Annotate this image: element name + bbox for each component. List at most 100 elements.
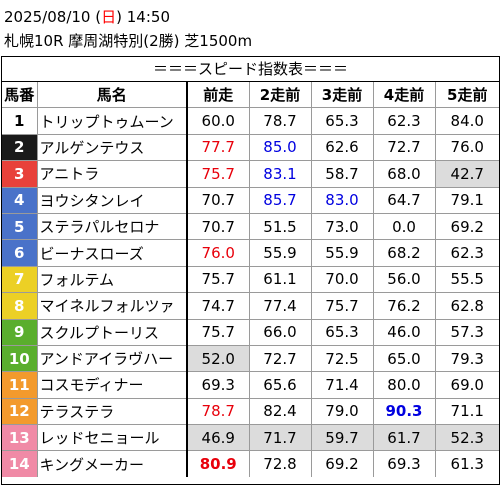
speed-index-cell: 82.4	[248, 397, 312, 426]
table-row: 4 ヨウシタンレイ 70.7 85.7 83.0 64.7 79.1	[2, 186, 499, 214]
horse-name: トリップトゥムーン	[36, 107, 188, 135]
table-header-row: 馬番 馬名 前走 2走前 3走前 4走前 5走前	[2, 82, 499, 109]
race-time: 14:50	[126, 8, 170, 26]
horse-number: 9	[2, 318, 38, 346]
table-row: 9 スクルプトーリス 75.7 66.0 65.3 46.0 57.3	[2, 318, 499, 346]
speed-index-cell: 70.0	[310, 265, 374, 294]
horse-name: マイネルフォルツァ	[36, 292, 188, 320]
horse-name: アンドアイラヴハー	[36, 344, 188, 373]
speed-index-cell: 71.4	[310, 371, 374, 399]
speed-index-cell: 75.7	[186, 265, 250, 294]
speed-index-cell: 73.0	[310, 212, 374, 241]
speed-index-cell: 72.7	[248, 344, 312, 373]
table-row: 11 コスモディナー 69.3 65.6 71.4 80.0 69.0	[2, 371, 499, 399]
horse-number: 7	[2, 265, 38, 294]
weekday-open-paren: (	[95, 8, 102, 26]
speed-index-cell: 62.6	[310, 133, 374, 162]
horse-name: レッドセニョール	[36, 424, 188, 452]
speed-index-cell: 83.0	[310, 186, 374, 214]
speed-index-cell: 75.7	[186, 160, 250, 188]
speed-index-cell: 79.3	[434, 344, 499, 373]
horse-name: コスモディナー	[36, 371, 188, 399]
speed-index-cell: 72.7	[372, 133, 436, 162]
race-info: 札幌10R 摩周湖特別(2勝) 芝1500m	[4, 32, 253, 50]
speed-index-cell: 85.0	[248, 133, 312, 162]
horse-name: スクルプトーリス	[36, 318, 188, 346]
horse-number: 12	[2, 397, 38, 426]
speed-index-cell: 76.0	[434, 133, 499, 162]
table-row: 1 トリップトゥムーン 60.0 78.7 65.3 62.3 84.0	[2, 107, 499, 135]
speed-index-cell: 52.3	[434, 424, 499, 452]
speed-index-cell: 65.3	[310, 318, 374, 346]
col-header-2nd: 2走前	[248, 82, 312, 109]
speed-index-cell: 69.2	[434, 212, 499, 241]
speed-index-cell: 56.0	[372, 265, 436, 294]
race-datetime: 2025/08/10 (日) 14:50	[4, 8, 170, 26]
speed-index-cell: 90.3	[372, 397, 436, 426]
table-row: 12 テラステラ 78.7 82.4 79.0 90.3 71.1	[2, 397, 499, 426]
speed-index-table: 馬番 馬名 前走 2走前 3走前 4走前 5走前 1 トリップトゥムーン 60.0 78.7 65.…	[2, 82, 499, 477]
speed-index-cell: 55.9	[310, 239, 374, 267]
speed-index-cell: 52.0	[186, 344, 250, 373]
table-title: ＝＝＝スピード指数表＝＝＝	[2, 57, 499, 82]
horse-name: アルゲンテウス	[36, 133, 188, 162]
horse-name: キングメーカー	[36, 450, 188, 477]
speed-index-cell: 79.1	[434, 186, 499, 214]
speed-index-cell: 84.0	[434, 107, 499, 135]
speed-index-cell: 69.3	[186, 371, 250, 399]
col-header-5th: 5走前	[434, 82, 499, 109]
race-date: 2025/08/10	[4, 8, 91, 26]
speed-index-cell: 51.5	[248, 212, 312, 241]
speed-index-cell: 62.3	[434, 239, 499, 267]
table-row: 8 マイネルフォルツァ 74.7 77.4 75.7 76.2 62.8	[2, 292, 499, 320]
speed-index-cell: 75.7	[186, 318, 250, 346]
speed-index-cell: 69.3	[372, 450, 436, 477]
speed-index-cell: 61.3	[434, 450, 499, 477]
speed-index-cell: 69.2	[310, 450, 374, 477]
speed-index-cell: 71.7	[248, 424, 312, 452]
horse-number: 8	[2, 292, 38, 320]
horse-name: ステラパルセロナ	[36, 212, 188, 241]
horse-number: 11	[2, 371, 38, 399]
speed-index-cell: 79.0	[310, 397, 374, 426]
speed-index-cell: 57.3	[434, 318, 499, 346]
speed-index-cell: 85.7	[248, 186, 312, 214]
speed-index-cell: 76.0	[186, 239, 250, 267]
speed-index-cell: 66.0	[248, 318, 312, 346]
horse-name: ビーナスローズ	[36, 239, 188, 267]
col-header-3rd: 3走前	[310, 82, 374, 109]
horse-name: フォルテム	[36, 265, 188, 294]
table-row: 13 レッドセニョール 46.9 71.7 59.7 61.7 52.3	[2, 424, 499, 452]
speed-index-cell: 78.7	[186, 397, 250, 426]
speed-index-cell: 68.2	[372, 239, 436, 267]
speed-index-cell: 71.1	[434, 397, 499, 426]
speed-index-cell: 70.7	[186, 212, 250, 241]
horse-name: ヨウシタンレイ	[36, 186, 188, 214]
speed-index-cell: 74.7	[186, 292, 250, 320]
table-row: 14 キングメーカー 80.9 72.8 69.2 69.3 61.3	[2, 450, 499, 477]
horse-number: 6	[2, 239, 38, 267]
table-body: 1 トリップトゥムーン 60.0 78.7 65.3 62.3 84.0 2 アルゲンテウス 77…	[2, 107, 499, 477]
speed-index-cell: 77.4	[248, 292, 312, 320]
speed-index-cell: 80.0	[372, 371, 436, 399]
horse-number: 10	[2, 344, 38, 373]
table-row: 7 フォルテム 75.7 61.1 70.0 56.0 55.5	[2, 265, 499, 294]
col-header-4th: 4走前	[372, 82, 436, 109]
speed-index-cell: 55.5	[434, 265, 499, 294]
speed-index-cell: 77.7	[186, 133, 250, 162]
speed-index-cell: 64.7	[372, 186, 436, 214]
col-header-last: 前走	[186, 82, 250, 109]
speed-index-cell: 46.9	[186, 424, 250, 452]
table-row: 10 アンドアイラヴハー 52.0 72.7 72.5 65.0 79.3	[2, 344, 499, 373]
horse-number: 1	[2, 107, 38, 135]
table-row: 3 アニトラ 75.7 83.1 58.7 68.0 42.7	[2, 160, 499, 188]
horse-number: 5	[2, 212, 38, 241]
horse-number: 3	[2, 160, 38, 188]
speed-index-cell: 61.1	[248, 265, 312, 294]
speed-index-cell: 0.0	[372, 212, 436, 241]
speed-index-cell: 72.8	[248, 450, 312, 477]
speed-index-cell: 72.5	[310, 344, 374, 373]
speed-index-panel: ＝＝＝スピード指数表＝＝＝ 馬番 馬名 前走 2走前 3走前 4走前 5走前 1 トリップトゥ…	[1, 56, 500, 485]
speed-index-cell: 78.7	[248, 107, 312, 135]
speed-index-cell: 46.0	[372, 318, 436, 346]
